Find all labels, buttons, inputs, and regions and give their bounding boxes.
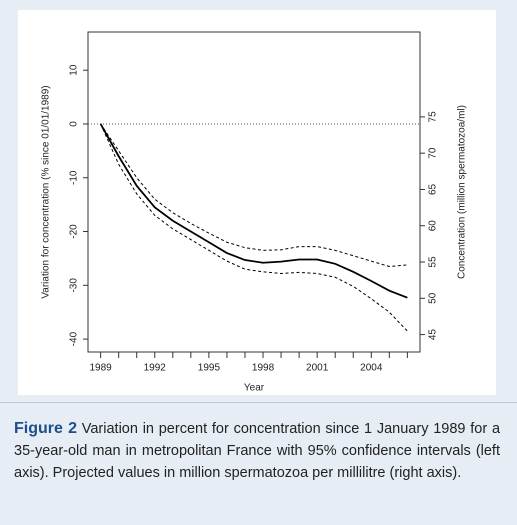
- y-tick-label: -40: [69, 331, 80, 346]
- x-tick-label: 2004: [360, 363, 383, 374]
- series-line: [100, 123, 408, 267]
- y-tick-label: -20: [69, 224, 80, 239]
- caption-text: Variation in percent for concentration s…: [14, 421, 501, 481]
- x-tick-label: 1989: [90, 363, 113, 374]
- y2-axis-label: Concentration (million spermatozoa/ml): [457, 105, 468, 279]
- y2-tick-label: 55: [428, 256, 439, 268]
- series-line: [100, 123, 408, 332]
- y2-tick-label: 65: [428, 183, 439, 195]
- x-tick-label: 2001: [306, 363, 329, 374]
- series-line: [99, 123, 408, 299]
- y2-tick-label: 70: [428, 147, 439, 159]
- y-tick-label: -30: [69, 278, 80, 293]
- x-tick-label: 1998: [252, 363, 275, 374]
- x-axis-label: Year: [244, 383, 265, 394]
- separator: [0, 402, 517, 403]
- y-tick-label: 0: [69, 121, 80, 127]
- x-tick-label: 1995: [198, 363, 221, 374]
- x-tick-label: 1992: [144, 363, 167, 374]
- plot-frame: [87, 31, 421, 353]
- caption-label: Figure 2: [14, 420, 77, 437]
- y-tick-label: -10: [69, 170, 80, 185]
- y2-tick-label: 60: [428, 220, 439, 232]
- figure-panel: [18, 10, 496, 395]
- chart: Year Variation for concentration (% sinc…: [18, 10, 496, 395]
- y2-tick-label: 75: [428, 111, 439, 123]
- y-tick-label: 10: [69, 64, 80, 76]
- y-axis-label: Variation for concentration (% since 01/…: [41, 85, 52, 298]
- y2-tick-label: 45: [428, 329, 439, 341]
- caption: Figure 2 Variation in percent for concen…: [14, 418, 500, 484]
- y2-tick-label: 50: [428, 292, 439, 304]
